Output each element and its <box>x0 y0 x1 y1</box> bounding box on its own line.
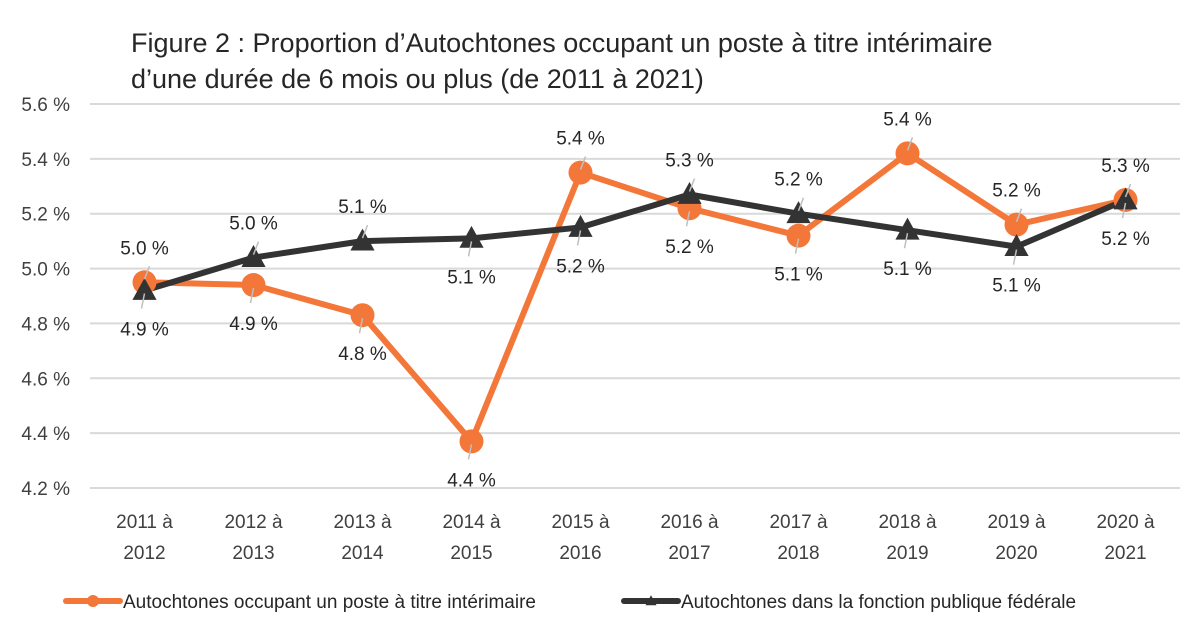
x-tick-label: 2018 à 2019 <box>878 512 937 564</box>
legend-item-public-service: Autochtones dans la fonction publique fé… <box>621 592 1076 613</box>
chart-title-line-2: d’une durée de 6 mois ou plus (de 2011 à… <box>131 64 704 94</box>
data-point-circle <box>350 303 375 328</box>
legend-label: Autochtones dans la fonction publique fé… <box>681 592 1076 613</box>
x-axis: 2011 à 2012 2012 à 2013 2013 à 2014 2014 à 2015… <box>116 512 1155 564</box>
data-label: 5.2 % <box>774 170 823 191</box>
legend: Autochtones occupant un poste à titre in… <box>63 592 1076 613</box>
x-tick-label: 2014 à 2015 <box>442 512 501 564</box>
data-point-circle <box>87 595 99 607</box>
data-label: 5.4 % <box>883 109 932 130</box>
x-tick-label: 2016 à 2017 <box>660 512 719 564</box>
legend-label: Autochtones occupant un poste à titre in… <box>123 592 536 613</box>
data-label: 5.3 % <box>1101 156 1150 177</box>
leader-line <box>1124 183 1132 198</box>
data-label: 5.0 % <box>229 214 278 235</box>
legend-item-interim: Autochtones occupant un poste à titre in… <box>63 592 536 613</box>
data-point-circle <box>895 141 920 166</box>
data-point-triangle <box>645 595 657 606</box>
leader-line <box>576 230 582 246</box>
x-tick-label: 2017 à 2018 <box>769 512 828 564</box>
x-tick-label: 2012 à 2013 <box>224 512 283 564</box>
leader-line <box>794 238 800 254</box>
y-tick-label: 5.6 % <box>21 95 70 116</box>
series-markers <box>132 141 1138 454</box>
data-point-circle <box>1004 212 1029 237</box>
data-label: 4.9 % <box>229 314 278 335</box>
leader-line <box>1015 208 1023 222</box>
series-lines <box>141 150 1129 445</box>
x-tick-label: 2020 à 2021 <box>1096 512 1155 564</box>
data-label: 4.8 % <box>338 344 387 365</box>
data-point-triangle <box>895 217 920 240</box>
leader-line <box>252 241 260 255</box>
data-label: 5.2 % <box>665 237 714 258</box>
data-label: 5.1 % <box>992 276 1041 297</box>
data-label: 5.0 % <box>120 238 169 259</box>
y-tick-label: 4.8 % <box>21 314 70 335</box>
data-label: 5.4 % <box>556 129 605 150</box>
data-labels: 5.0 % 4.9 % 4.8 % 4.4 % 5.4 % 5.2 % 5.1 % 5.4 %… <box>120 109 1150 491</box>
leader-line <box>467 241 473 257</box>
data-label: 5.2 % <box>992 181 1041 202</box>
y-tick-label: 5.2 % <box>21 205 70 226</box>
leader-line <box>688 178 696 192</box>
leader-line <box>361 224 369 239</box>
data-label: 4.9 % <box>120 320 169 341</box>
data-point-circle <box>241 273 266 298</box>
leader-line <box>143 266 151 280</box>
data-point-triangle <box>132 277 157 300</box>
data-label: 5.1 % <box>338 197 387 218</box>
data-point-triangle <box>786 201 811 224</box>
data-point-triangle <box>568 214 593 237</box>
leader-line <box>1121 202 1127 219</box>
y-tick-label: 5.4 % <box>21 150 70 171</box>
x-tick-label: 2011 à 2012 <box>116 512 173 564</box>
data-point-triangle <box>1004 234 1029 257</box>
data-point-triangle <box>350 228 375 251</box>
y-tick-label: 4.2 % <box>21 479 70 500</box>
data-label: 5.3 % <box>665 151 714 172</box>
data-point-triangle <box>677 181 702 204</box>
leader-line <box>906 137 914 151</box>
leader-line <box>467 444 473 460</box>
series-line-public-service <box>141 191 1129 294</box>
leader-line <box>358 318 364 334</box>
x-tick-label: 2013 à 2014 <box>333 512 392 564</box>
leader-line <box>579 156 587 170</box>
data-label: 4.4 % <box>447 470 496 491</box>
x-tick-label: 2019 à 2020 <box>987 512 1046 564</box>
data-label: 5.1 % <box>447 267 496 288</box>
data-point-circle <box>568 160 593 185</box>
data-point-circle <box>786 223 811 248</box>
x-tick-label: 2015 à 2016 <box>551 512 610 564</box>
data-point-triangle <box>1113 187 1138 210</box>
data-label: 5.1 % <box>883 259 932 280</box>
leader-line <box>1012 249 1018 265</box>
y-axis: 4.2 % 4.4 % 4.6 % 4.8 % 5.0 % 5.2 % 5.4 % 5.6 % <box>21 95 70 500</box>
chart-title: Figure 2 : Proportion d’Autochtones occu… <box>131 28 992 94</box>
leader-line <box>249 287 255 304</box>
data-point-triangle <box>459 225 484 248</box>
y-tick-label: 4.6 % <box>21 369 70 390</box>
leader-line <box>903 233 909 249</box>
data-label: 5.2 % <box>556 256 605 277</box>
leader-line <box>797 197 805 211</box>
y-tick-label: 4.4 % <box>21 424 70 445</box>
leader-line <box>140 293 146 309</box>
data-label: 5.2 % <box>1101 229 1150 250</box>
leader-line <box>685 211 691 227</box>
data-label: 5.1 % <box>774 265 823 286</box>
chart-title-line-1: Figure 2 : Proportion d’Autochtones occu… <box>131 28 992 58</box>
data-point-circle <box>459 429 484 454</box>
series-line-interim <box>141 150 1129 445</box>
data-point-triangle <box>241 245 266 268</box>
y-tick-label: 5.0 % <box>21 260 70 281</box>
